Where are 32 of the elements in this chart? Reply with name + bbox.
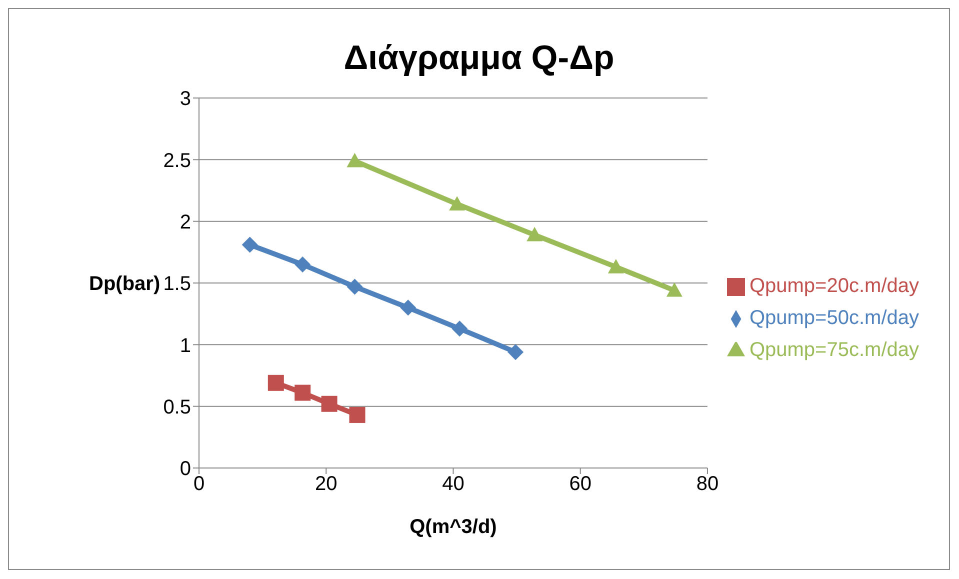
legend-label: Qpump=50c.m/day (749, 307, 919, 329)
legend-label: Qpump=20c.m/day (749, 275, 919, 297)
point (294, 256, 311, 272)
y-tick-label: 2.5 (163, 150, 191, 172)
point (349, 406, 366, 423)
point (242, 236, 258, 253)
y-tick-label: 0 (180, 458, 191, 480)
point (452, 320, 468, 337)
x-tick-label: 80 (696, 473, 719, 496)
point (346, 152, 363, 168)
y-tick-label: 1.5 (163, 273, 191, 296)
point (321, 396, 338, 412)
point (294, 384, 311, 401)
x-tick-label: 40 (442, 473, 464, 496)
x-tick-label: 20 (314, 473, 338, 496)
x-tick-label: 60 (569, 473, 592, 496)
y-tick-label: 2 (180, 211, 191, 234)
point (400, 300, 416, 316)
y-tick-label: 0.5 (163, 396, 191, 418)
y-tick-label: 1 (180, 334, 191, 357)
point (608, 258, 624, 274)
point (449, 196, 466, 210)
point (666, 282, 682, 297)
y-tick-label: 3 (180, 88, 191, 110)
point (526, 226, 543, 242)
y-axis-title: Dp(bar) (89, 273, 160, 296)
point (346, 278, 363, 295)
legend-label: Qpump=75c.m/day (749, 339, 919, 361)
x-axis-title: Q(m^3/d) (410, 516, 497, 538)
chart-title: Διάγραμμα Q-Δp (342, 39, 616, 78)
point (268, 374, 284, 391)
point (508, 344, 524, 360)
